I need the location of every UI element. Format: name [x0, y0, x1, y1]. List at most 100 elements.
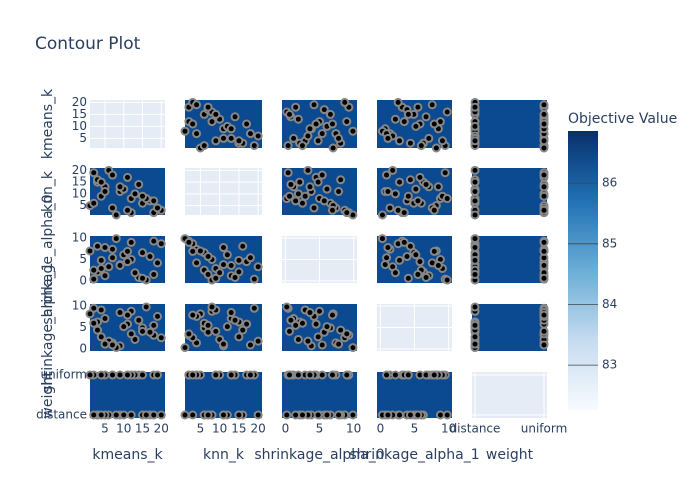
y-tick-label: 5	[79, 252, 87, 266]
trial-point	[249, 303, 259, 313]
trial-point	[192, 129, 202, 139]
trial-point	[303, 336, 313, 346]
trial-point	[470, 177, 480, 187]
trial-point	[153, 258, 162, 268]
trial-point	[403, 109, 413, 119]
contour-fill	[472, 100, 547, 148]
trial-point	[327, 370, 337, 380]
trial-point	[411, 250, 421, 260]
trial-point	[211, 109, 221, 119]
trial-point	[100, 314, 110, 324]
x-tick-label: 5	[316, 422, 324, 436]
trial-point	[390, 268, 400, 278]
trial-point	[470, 332, 480, 342]
trial-point	[180, 410, 190, 420]
y-tick-label: 5	[79, 131, 87, 145]
trial-point	[234, 332, 244, 342]
x-tick-label: 5	[197, 422, 205, 436]
trial-point	[96, 332, 106, 342]
trial-point	[242, 319, 252, 329]
y-tick-label: 0	[79, 341, 87, 355]
trial-point	[203, 410, 213, 420]
x-tick-label: 10	[212, 422, 227, 436]
trial-point	[539, 340, 549, 350]
x-tick-label: 10	[346, 422, 361, 436]
trial-point	[96, 410, 106, 420]
trial-point	[156, 410, 166, 420]
trial-point	[305, 124, 315, 134]
trial-point	[138, 370, 147, 380]
trial-point	[184, 237, 194, 247]
trial-point	[470, 339, 480, 349]
x-tick-label: 5	[411, 422, 419, 436]
trial-point	[413, 269, 423, 279]
colorbar-tick-label: 83	[602, 358, 617, 372]
trial-point	[293, 114, 303, 124]
trial-point	[188, 119, 198, 129]
trial-point	[188, 410, 198, 420]
trial-point	[334, 410, 344, 420]
trial-point	[141, 410, 151, 420]
trial-point	[134, 179, 144, 189]
trial-point	[89, 198, 99, 208]
trial-point	[115, 182, 125, 192]
trial-point	[411, 121, 421, 131]
trial-point	[96, 263, 106, 273]
trial-point	[293, 334, 303, 344]
trial-point	[130, 189, 140, 199]
trial-point	[303, 131, 313, 141]
trial-point	[211, 136, 221, 146]
trial-point	[203, 320, 213, 330]
contour-fill	[90, 372, 165, 418]
contour-fill	[472, 236, 547, 283]
trial-point	[380, 260, 390, 270]
trial-point	[539, 237, 549, 247]
trial-point	[126, 329, 136, 339]
trial-point	[100, 271, 110, 281]
trial-point	[108, 244, 117, 254]
trial-point	[219, 410, 228, 420]
trial-point	[285, 370, 294, 380]
y-axis-title: shrinkage_alpha_1	[40, 262, 56, 392]
trial-point	[388, 165, 398, 175]
trial-point	[115, 370, 125, 380]
trial-point	[203, 269, 213, 279]
y-tick-label: uniform	[40, 368, 87, 382]
colorbar	[568, 131, 598, 410]
trial-point	[89, 318, 99, 328]
colorbar-title: Objective Value	[568, 111, 677, 127]
trial-point	[282, 410, 292, 420]
trial-point	[219, 260, 228, 270]
trial-point	[395, 410, 404, 420]
trial-point	[342, 370, 352, 380]
trial-point	[336, 175, 346, 185]
trial-point	[539, 326, 549, 336]
trial-point	[429, 205, 439, 215]
trial-point	[334, 187, 344, 196]
y-tick-label: 10	[72, 231, 87, 245]
trial-point	[421, 179, 431, 189]
trial-point	[211, 326, 221, 336]
trial-point	[285, 326, 294, 336]
trial-point	[427, 100, 437, 110]
trial-point	[403, 273, 413, 283]
trial-point	[138, 248, 147, 258]
trial-point	[334, 133, 344, 143]
trial-point	[134, 315, 144, 325]
trial-point	[156, 333, 166, 343]
trial-point	[390, 189, 400, 199]
trial-point	[377, 210, 387, 220]
trial-point	[96, 255, 106, 265]
trial-point	[89, 265, 99, 275]
trial-point	[348, 343, 358, 353]
trial-point	[336, 325, 346, 335]
trial-point	[100, 243, 110, 253]
y-tick-label: 15	[72, 175, 87, 189]
trial-point	[130, 268, 140, 278]
contour-fill	[282, 372, 357, 418]
trial-point	[313, 332, 323, 342]
trial-point	[230, 315, 240, 325]
x-tick-label: uniform	[521, 422, 568, 436]
trial-point	[415, 257, 425, 267]
y-tick-label: 20	[72, 163, 87, 177]
